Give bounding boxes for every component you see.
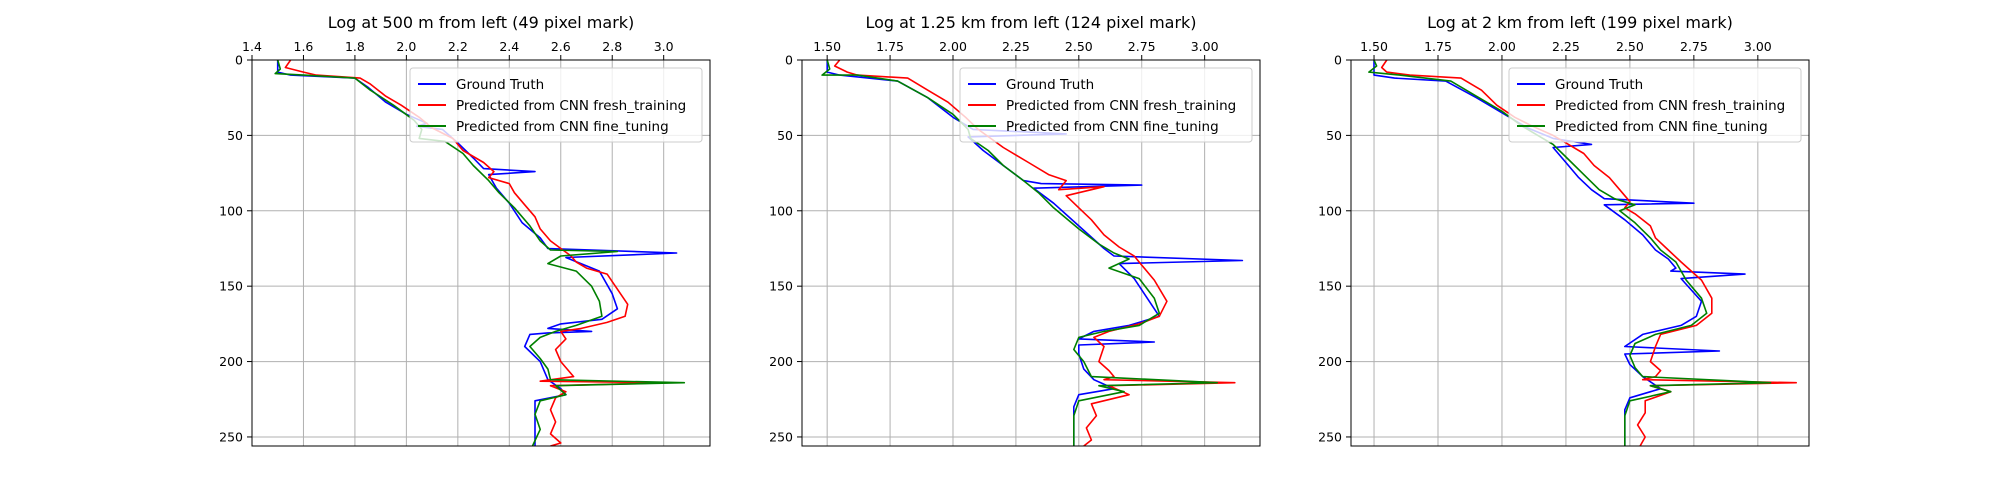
y-tick-label: 0 [1334,53,1342,68]
y-tick-label: 250 [769,429,793,444]
series-line-fine-tuning [1368,60,1772,446]
x-tick-label: 1.6 [294,39,314,54]
y-tick-label: 200 [219,354,243,369]
x-tick-label: 2.25 [1002,39,1030,54]
legend-label: Ground Truth [456,77,544,93]
x-tick-label: 2.25 [1552,39,1580,54]
x-tick-label: 2.8 [602,39,622,54]
y-tick-label: 150 [219,279,243,294]
chart-panel-3: Log at 2 km from left (199 pixel mark) 1.… [1318,13,1810,447]
y-tick-label: 100 [769,203,793,218]
x-tick-label: 1.50 [1360,39,1388,54]
chart-title: Log at 2 km from left (199 pixel mark) [1427,13,1733,32]
legend-label: Predicted from CNN fresh_training [1006,98,1236,114]
x-tick-label: 2.2 [448,39,468,54]
x-tick-label: 3.0 [654,39,674,54]
chart-title: Log at 1.25 km from left (124 pixel mark… [865,13,1196,32]
x-tick-label: 1.75 [1424,39,1452,54]
chart-panel-1: Log at 500 m from left (49 pixel mark) 1.… [219,13,711,447]
legend-box [409,67,703,143]
legend: Ground Truth Predicted from CNN fresh_tra… [409,67,703,143]
legend: Ground Truth Predicted from CNN fresh_tra… [959,67,1253,143]
y-tick-label: 0 [235,53,243,68]
y-tick-label: 250 [219,429,243,444]
y-tick-label: 250 [1318,429,1342,444]
series-line-fine-tuning [821,60,1218,446]
y-tick-label: 200 [1318,354,1342,369]
x-tick-label: 2.6 [551,39,571,54]
legend-label: Predicted from CNN fine_tuning [1555,119,1768,135]
x-tick-label: 2.75 [1128,39,1156,54]
legend-box [1508,67,1802,143]
axes-frame [801,59,1261,447]
axes-frame [251,59,711,447]
x-tick-label: 1.8 [345,39,365,54]
axes-frame [1350,59,1810,447]
y-tick-label: 100 [219,203,243,218]
x-tick-label: 1.4 [242,39,262,54]
x-tick-label: 2.75 [1680,39,1708,54]
y-tick-label: 50 [777,128,793,143]
x-tick-label: 2.00 [939,39,967,54]
y-tick-label: 150 [1318,279,1342,294]
y-tick-label: 0 [785,53,793,68]
legend-label: Predicted from CNN fresh_training [1555,98,1785,114]
x-tick-label: 2.0 [396,39,416,54]
chart-title: Log at 500 m from left (49 pixel mark) [328,13,635,32]
chart-panel-2: Log at 1.25 km from left (124 pixel mark… [769,13,1261,447]
y-tick-label: 50 [1326,128,1342,143]
legend: Ground Truth Predicted from CNN fresh_tra… [1508,67,1802,143]
x-tick-label: 1.75 [876,39,904,54]
legend-box [959,67,1253,143]
y-tick-label: 150 [769,279,793,294]
x-tick-label: 2.50 [1065,39,1093,54]
legend-label: Predicted from CNN fresh_training [456,98,686,114]
x-tick-label: 2.4 [499,39,519,54]
x-tick-label: 1.50 [813,39,841,54]
x-tick-label: 3.00 [1191,39,1219,54]
legend-label: Ground Truth [1006,77,1094,93]
y-tick-label: 100 [1318,203,1342,218]
legend-label: Predicted from CNN fine_tuning [456,119,669,135]
series-line-fine-tuning [274,60,686,446]
x-tick-label: 3.00 [1744,39,1772,54]
x-tick-label: 2.00 [1488,39,1516,54]
legend-label: Ground Truth [1555,77,1643,93]
legend-label: Predicted from CNN fine_tuning [1006,119,1219,135]
x-tick-label: 2.50 [1616,39,1644,54]
y-tick-label: 200 [769,354,793,369]
y-tick-label: 50 [227,128,243,143]
